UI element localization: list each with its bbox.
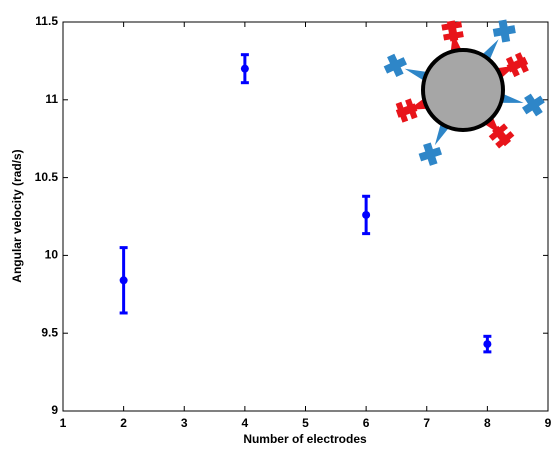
x-tick-label: 1 xyxy=(60,416,67,430)
inset-illustration xyxy=(383,19,545,166)
y-tick-label: 9 xyxy=(51,403,58,417)
x-tick-label: 9 xyxy=(545,416,552,430)
x-tick-label: 8 xyxy=(484,416,491,430)
y-tick-label: 11.5 xyxy=(35,14,58,28)
y-tick-label: 10.5 xyxy=(35,170,59,184)
data-point xyxy=(483,340,492,349)
x-tick-label: 2 xyxy=(120,416,127,430)
x-axis-label: Number of electrodes xyxy=(243,432,367,446)
y-tick-label: 9.5 xyxy=(41,325,58,339)
y-tick-label: 11 xyxy=(45,92,58,106)
data-point xyxy=(362,210,371,219)
x-tick-label: 3 xyxy=(181,416,188,430)
x-tick-label: 5 xyxy=(302,416,309,430)
y-axis-label: Angular velocity (rad/s) xyxy=(10,149,24,282)
x-tick-label: 7 xyxy=(423,416,430,430)
data-point xyxy=(240,64,249,73)
data-point xyxy=(119,276,128,285)
x-tick-label: 4 xyxy=(242,416,249,430)
x-tick-label: 6 xyxy=(363,416,370,430)
y-tick-label: 10 xyxy=(45,248,59,262)
